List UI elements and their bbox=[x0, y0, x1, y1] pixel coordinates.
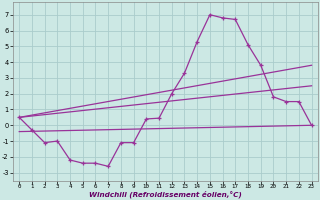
X-axis label: Windchill (Refroidissement éolien,°C): Windchill (Refroidissement éolien,°C) bbox=[89, 190, 242, 198]
